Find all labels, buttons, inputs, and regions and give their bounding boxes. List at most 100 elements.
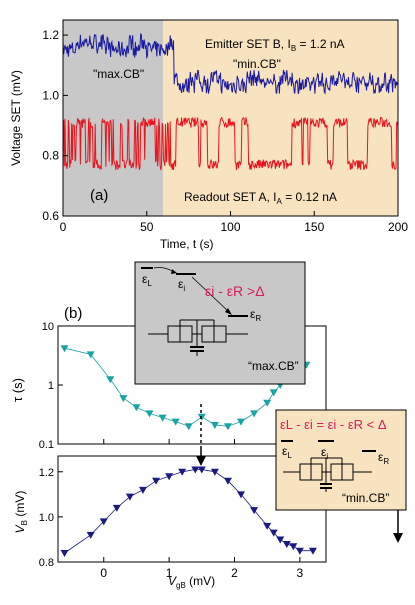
- tau-marker: [145, 410, 154, 418]
- vb-ylabel-v: V: [13, 524, 27, 533]
- inset-max-caption: “max.CB”: [248, 359, 299, 373]
- panel-a-ylabel: Voltage SET (mV): [9, 70, 23, 166]
- tau-marker: [86, 351, 95, 359]
- panel-a-tag: (a): [90, 187, 108, 204]
- condition-eps: ε: [205, 283, 211, 299]
- vb-marker: [250, 507, 259, 515]
- panel-b-xlabel: VgB (mV): [168, 574, 215, 590]
- xlabel-unit: (mV): [186, 574, 215, 588]
- x-tick-label-b: 3: [297, 566, 304, 580]
- y-tick-label-vb: 1.2: [39, 467, 54, 479]
- vb-marker: [125, 493, 134, 501]
- readout-trace: [62, 116, 398, 171]
- eps-r-sub: R: [255, 314, 261, 323]
- tau-marker: [250, 410, 259, 418]
- y-tick-label-vb: 1.0: [39, 512, 54, 524]
- vb-marker: [269, 529, 278, 537]
- eps-r-char: ε: [250, 307, 256, 321]
- readout-text: Readout SET A, I: [184, 190, 277, 204]
- tau-marker: [269, 389, 278, 397]
- tau-marker: [132, 404, 141, 412]
- x-tick-label-a: 0: [60, 220, 67, 234]
- vb-marker: [152, 477, 161, 485]
- eps-l-char: ε: [142, 272, 148, 286]
- tau-marker: [60, 345, 69, 353]
- emitter-text: Emitter SET B, I: [205, 37, 291, 51]
- connector-arrow-head: [196, 456, 206, 466]
- min-eps-i-char: ε: [321, 445, 327, 459]
- tau-marker: [237, 418, 246, 426]
- x-tick-label-b: 0: [100, 566, 107, 580]
- vb-marker: [99, 518, 108, 526]
- eps-r-label: εR: [250, 307, 261, 323]
- tau-ylabel: τ (s): [10, 378, 25, 402]
- panel-b-axes: 0 1 2 3 10 1 0.1 1.2 1.0 0.8: [39, 321, 304, 580]
- condition-rest: i - εR >Δ: [211, 283, 264, 299]
- vb-ylabel-unit: (mV): [13, 491, 27, 520]
- inset-max-bg: [134, 261, 306, 385]
- min-eps-l-char: ε: [282, 444, 288, 458]
- min-eps-r-label: εR: [378, 450, 389, 466]
- tau-marker: [263, 399, 272, 407]
- x-tick-label-a: 200: [388, 220, 408, 234]
- vb-ylabel: VB (mV): [13, 491, 29, 534]
- arrow-i-to-r-head: [225, 308, 232, 315]
- tau-marker: [119, 395, 128, 403]
- readout-label: Readout SET A, IA = 0.12 nA: [184, 190, 337, 206]
- vb-marker: [60, 549, 69, 557]
- eps-i-label: εi: [178, 277, 185, 293]
- panel-b-tag: (b): [64, 305, 82, 322]
- inset-max-condition: εi - εR >Δ: [205, 283, 265, 299]
- inset-min-cb: εL - εi = εi - εR < Δ εL εi εR “min.CB”: [275, 409, 407, 543]
- tau-marker: [106, 376, 115, 384]
- region-min-cb-bg: [163, 20, 398, 216]
- vb-marker: [308, 547, 317, 555]
- vb-marker: [295, 547, 304, 555]
- vb-marker: [282, 540, 291, 548]
- vb-series: [60, 466, 317, 557]
- trace-group: [62, 32, 398, 171]
- tau-marker: [197, 413, 206, 421]
- tau-marker: [184, 423, 193, 431]
- vb-marker: [178, 468, 187, 476]
- readout-value: = 0.12 nA: [282, 190, 337, 204]
- min-arrow-head: [393, 533, 403, 543]
- vb-marker: [191, 466, 200, 474]
- y-tick-label-a: 0.8: [42, 149, 59, 163]
- circuit-max: [148, 319, 248, 356]
- eps-i-char: ε: [178, 277, 184, 291]
- vb-ylabel-sub: B: [20, 520, 29, 525]
- y-tick-label-tau: 10: [42, 321, 54, 333]
- y-tick-label-tau: 0.1: [39, 439, 54, 451]
- emitter-trace: [62, 32, 398, 95]
- min-eps-l-label: εL: [282, 444, 292, 460]
- tau-marker: [210, 421, 219, 429]
- eps-l-sub: L: [147, 279, 152, 288]
- xlabel-v: V: [168, 574, 177, 588]
- region-right-label: "min.CB": [233, 57, 281, 71]
- vb-marker: [276, 536, 285, 544]
- y-tick-label-a: 1.0: [42, 88, 59, 102]
- vb-marker: [138, 486, 147, 494]
- min-eps-r-sub: R: [383, 457, 389, 466]
- y-tick-label-tau: 1: [48, 380, 54, 392]
- panel-a-xlabel: Time, t (s): [160, 237, 214, 251]
- inset-min-bg: [275, 409, 407, 511]
- tau-marker: [223, 423, 232, 431]
- arrow-l-to-i-head: [171, 269, 177, 274]
- y-tick-label-vb: 0.8: [39, 557, 54, 569]
- tau-marker: [158, 414, 167, 422]
- vb-marker: [237, 491, 246, 499]
- vb-marker: [210, 468, 219, 476]
- vb-marker: [263, 522, 272, 530]
- vb-marker: [197, 466, 206, 474]
- region-left-label: "max.CB": [93, 67, 144, 81]
- circuit-min: [283, 457, 372, 492]
- min-eps-l-sub: L: [287, 451, 292, 460]
- eps-i-sub: i: [183, 284, 185, 293]
- inset-max-cb: εL εi εR εi - εR >Δ “max.CB”: [134, 261, 306, 385]
- arrow-i-to-r: [191, 276, 230, 313]
- vb-marker: [112, 504, 121, 512]
- tau-marker: [171, 418, 180, 426]
- x-tick-label-b: 1: [166, 566, 173, 580]
